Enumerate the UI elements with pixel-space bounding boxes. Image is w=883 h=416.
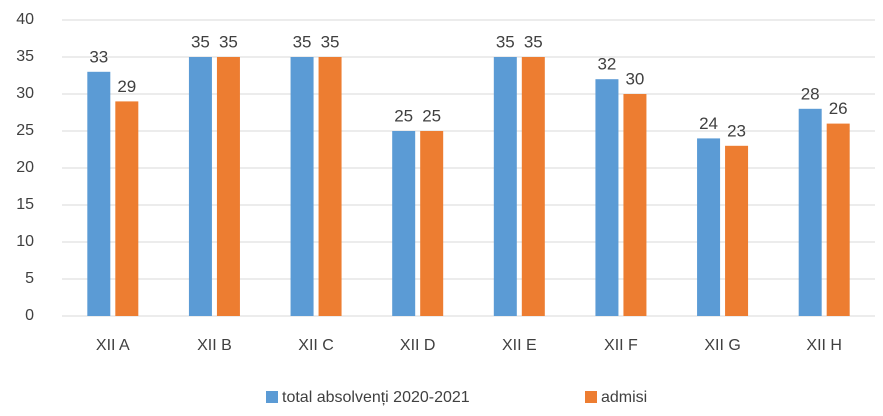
x-tick-label: XII A	[96, 337, 130, 354]
data-label: 35	[219, 32, 238, 51]
data-label: 35	[293, 32, 312, 51]
bar	[521, 57, 545, 316]
bar	[725, 145, 749, 316]
bar	[798, 108, 822, 316]
data-label: 26	[829, 99, 848, 118]
data-label: 23	[727, 121, 746, 140]
bar	[115, 101, 139, 317]
data-label: 25	[422, 106, 441, 125]
y-tick-label: 10	[16, 233, 34, 250]
data-label: 35	[191, 32, 210, 51]
x-tick-label: XII H	[806, 337, 842, 354]
data-label: 35	[524, 32, 543, 51]
data-label: 32	[597, 55, 616, 74]
bar	[392, 131, 416, 316]
y-tick-label: 20	[16, 159, 34, 176]
data-label: 30	[625, 69, 644, 88]
data-label: 24	[699, 114, 718, 133]
bar	[623, 94, 647, 316]
bar	[826, 123, 850, 316]
legend-label: total absolvenți 2020-2021	[282, 389, 470, 406]
y-tick-label: 40	[16, 11, 34, 28]
bar	[290, 57, 314, 316]
data-label: 35	[496, 32, 515, 51]
data-label: 29	[117, 77, 136, 96]
bar	[318, 57, 342, 316]
bar	[595, 79, 619, 316]
x-tick-label: XII B	[197, 337, 232, 354]
y-tick-label: 15	[16, 196, 34, 213]
y-tick-label: 25	[16, 122, 34, 139]
y-tick-label: 30	[16, 85, 34, 102]
legend-swatch	[266, 391, 278, 403]
bar	[697, 138, 721, 316]
bar	[216, 57, 240, 316]
y-tick-label: 5	[25, 270, 34, 287]
data-label: 25	[394, 106, 413, 125]
x-tick-label: XII G	[704, 337, 740, 354]
y-tick-label: 0	[25, 307, 34, 324]
x-tick-label: XII D	[400, 337, 436, 354]
bar	[493, 57, 517, 316]
bar	[188, 57, 212, 316]
legend-swatch	[585, 391, 597, 403]
y-tick-label: 35	[16, 48, 34, 65]
x-tick-label: XII E	[502, 337, 537, 354]
data-label: 28	[801, 84, 820, 103]
bar	[420, 131, 444, 316]
x-tick-label: XII C	[298, 337, 334, 354]
data-label: 33	[89, 47, 108, 66]
bar	[87, 71, 111, 316]
legend-label: admisi	[601, 389, 647, 406]
data-label: 35	[321, 32, 340, 51]
x-tick-label: XII F	[604, 337, 638, 354]
